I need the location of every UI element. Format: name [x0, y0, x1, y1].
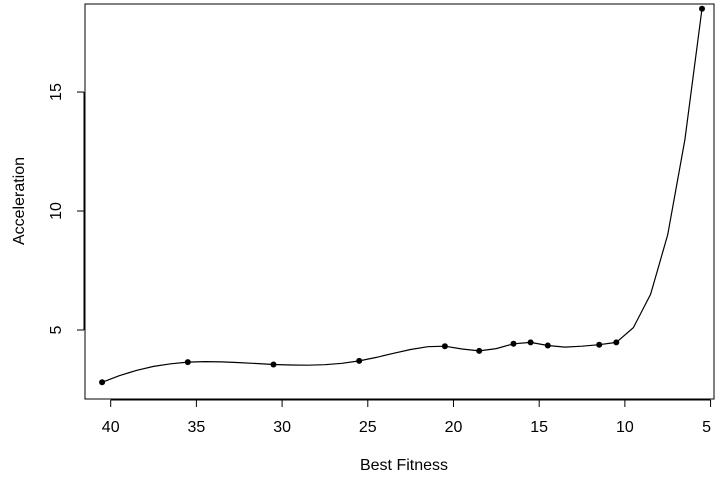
data-point: [527, 339, 534, 346]
data-point: [270, 361, 277, 368]
data-point: [699, 5, 705, 12]
x-axis: 40 35 30 25 20 15 10 5: [102, 399, 711, 436]
x-tick-label: 25: [359, 419, 377, 436]
y-tick-label: 10: [48, 202, 65, 220]
y-tick-label: 15: [48, 83, 65, 101]
data-point: [596, 341, 603, 348]
x-tick-label: 20: [445, 419, 463, 436]
data-point: [184, 359, 191, 366]
x-tick-label: 30: [273, 419, 291, 436]
data-point: [544, 342, 551, 349]
x-axis-label: Best Fitness: [360, 457, 448, 474]
data-point: [476, 347, 483, 354]
plot-area-border: [84, 3, 715, 400]
x-tick-label: 35: [188, 419, 206, 436]
data-point: [356, 357, 363, 364]
x-tick-label: 40: [102, 419, 120, 436]
x-tick-label: 15: [530, 419, 548, 436]
x-tick-label: 10: [616, 419, 634, 436]
smoothed-series-line: [101, 8, 703, 383]
data-point: [510, 340, 517, 347]
y-axis: 5 10 15: [48, 83, 85, 334]
data-point: [99, 379, 106, 386]
data-point: [441, 343, 448, 350]
data-point: [613, 339, 620, 346]
data-points: [99, 5, 705, 386]
y-tick-label: 5: [48, 325, 65, 334]
x-tick-label: 5: [702, 419, 711, 436]
y-axis-label: Acceleration: [11, 157, 28, 245]
